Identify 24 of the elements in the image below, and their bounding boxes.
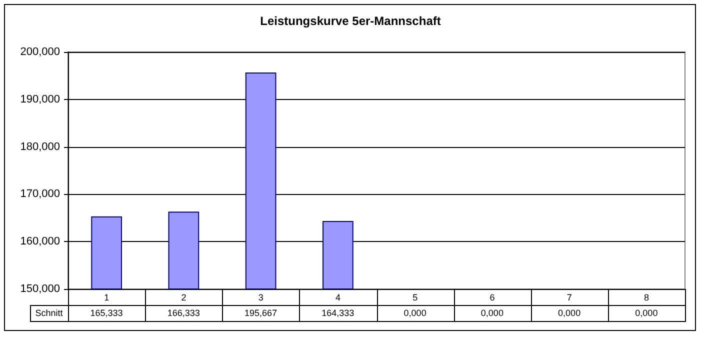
text: 0,000 (635, 308, 658, 318)
text: 0,000 (404, 308, 426, 318)
x-tick-label: 1 (104, 292, 110, 302)
y-tick-label: 180,000 (20, 140, 60, 153)
y-tick-label: 200,000 (20, 46, 60, 58)
data-label: 195,667 (244, 307, 278, 320)
x-tick-label: 5 (412, 292, 418, 302)
y-tick-label: 160,000 (20, 236, 60, 248)
x-tick-label: 4 (335, 292, 340, 302)
y-tick-label: 150,000 (20, 283, 60, 295)
y-tick-label: 190,000 (20, 93, 60, 106)
chart-title: Leistungskurve 5er-Mannschaft (260, 14, 441, 28)
x-tick-label: 6 (490, 292, 495, 302)
data-label: 164,333 (320, 307, 356, 320)
x-tick-label: 8 (644, 292, 649, 302)
data-label: 165,333 (89, 307, 124, 320)
x-tick-label: 7 (566, 292, 572, 302)
data-label: 166,333 (166, 307, 201, 320)
x-tick-label: 2 (181, 292, 186, 302)
x-tick-label: 3 (258, 292, 264, 302)
text: 0,000 (558, 308, 581, 318)
y-tick-label: 170,000 (20, 188, 60, 200)
text: Schnitt (34, 307, 64, 320)
text: 0,000 (480, 308, 504, 318)
